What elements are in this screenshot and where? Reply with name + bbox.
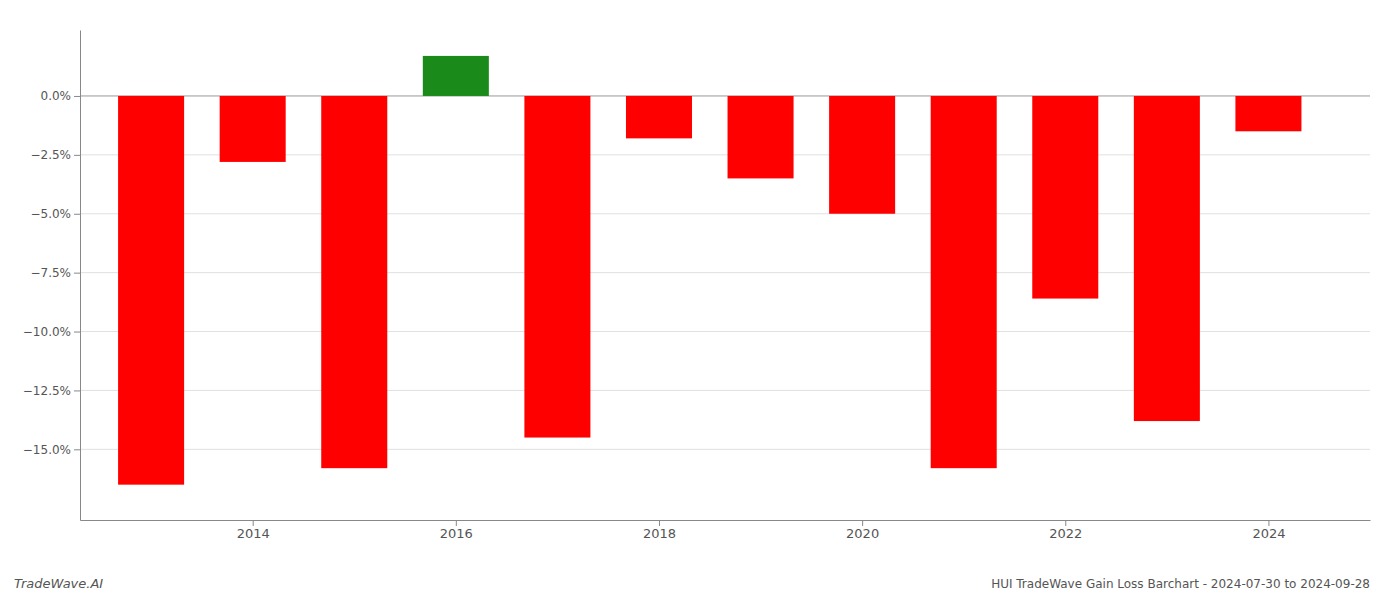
bar (829, 96, 895, 214)
title: HUI TradeWave Gain Loss Barchart - 2024-… (991, 577, 1370, 591)
x-axis-line (81, 520, 1371, 521)
y-axis-line (80, 31, 81, 521)
x-tick-mark (862, 520, 863, 526)
x-tick-label: 2018 (643, 526, 676, 541)
x-tick-mark (659, 520, 660, 526)
bars (118, 56, 1301, 485)
y-tick-mark (74, 214, 80, 215)
x-tick: 2018 (643, 520, 676, 541)
y-tick-label: −2.5% (30, 148, 71, 162)
y-tick: −2.5% (30, 148, 80, 162)
x-tick-label: 2022 (1049, 526, 1082, 541)
bar (423, 56, 489, 96)
x-tick-label: 2016 (440, 526, 473, 541)
grid (80, 96, 1370, 449)
bar (626, 96, 692, 138)
chart: 2014 2016 2018 2020 2022 2024 0.0% −2.5% −5.0% −7… (0, 0, 1400, 600)
bar (524, 96, 590, 438)
y-tick-mark (74, 390, 80, 391)
y-tick-mark (74, 96, 80, 97)
bar (728, 96, 794, 178)
bar (1032, 96, 1098, 299)
plot: 2014 2016 2018 2020 2022 2024 0.0% −2.5% −5.0% −7… (23, 31, 1371, 542)
watermark: TradeWave.AI (14, 576, 103, 591)
y-tick-label: −10.0% (23, 325, 71, 339)
x-tick-label: 2024 (1252, 526, 1285, 541)
y-tick: −10.0% (23, 325, 80, 339)
bar (931, 96, 997, 468)
x-tick: 2014 (237, 520, 270, 541)
x-tick-label: 2020 (846, 526, 879, 541)
bar (1235, 96, 1301, 131)
y-tick-label: −5.0% (30, 207, 71, 221)
bar (118, 96, 184, 485)
x-tick: 2016 (440, 520, 473, 541)
y-tick: −15.0% (23, 443, 80, 457)
x-tick: 2020 (846, 520, 879, 541)
y-tick-mark (74, 155, 80, 156)
y-tick: −7.5% (30, 266, 80, 280)
bar (321, 96, 387, 468)
y-tick: 0.0% (41, 89, 81, 103)
y-tick: −5.0% (30, 207, 80, 221)
y-tick: −12.5% (23, 384, 80, 398)
y-tick-label: 0.0% (41, 89, 72, 103)
x-tick-mark (1065, 520, 1066, 526)
bar (1134, 96, 1200, 421)
x-tick: 2024 (1252, 520, 1285, 541)
x-axis: 2014 2016 2018 2020 2022 2024 (81, 520, 1371, 541)
y-tick-label: −15.0% (23, 443, 71, 457)
x-tick-mark (253, 520, 254, 526)
x-tick-mark (456, 520, 457, 526)
x-tick-label: 2014 (237, 526, 270, 541)
y-axis: 0.0% −2.5% −5.0% −7.5% −10.0% −12.5% −15.0% (23, 31, 81, 521)
y-tick-label: −7.5% (30, 266, 71, 280)
x-tick-mark (1268, 520, 1269, 526)
y-tick-mark (74, 332, 80, 333)
bar (220, 96, 286, 162)
grid-line (80, 449, 1370, 450)
y-tick-mark (74, 449, 80, 450)
y-tick-mark (74, 273, 80, 274)
x-tick: 2022 (1049, 520, 1082, 541)
y-tick-label: −12.5% (23, 384, 71, 398)
